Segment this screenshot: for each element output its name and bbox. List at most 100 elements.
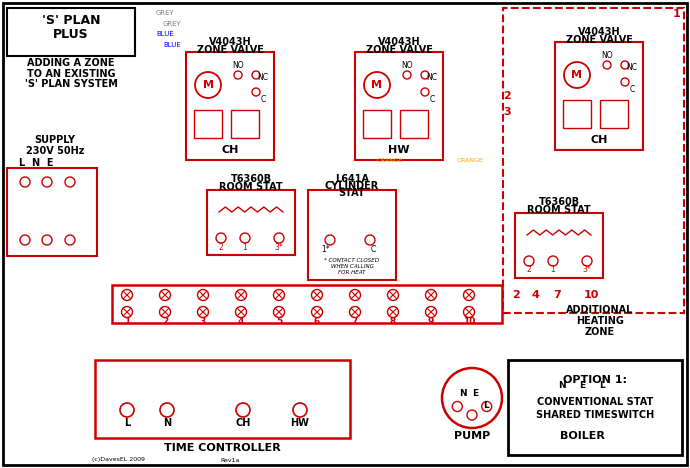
Circle shape	[20, 235, 30, 245]
Text: 10: 10	[583, 290, 599, 300]
Circle shape	[350, 307, 360, 317]
Circle shape	[197, 290, 208, 300]
Circle shape	[596, 400, 608, 412]
Text: NO: NO	[401, 61, 413, 71]
Bar	[7, 8, 135, 56]
Circle shape	[65, 177, 75, 187]
Text: BOILER: BOILER	[560, 431, 604, 441]
Circle shape	[364, 72, 390, 98]
Bar	[231, 110, 259, 138]
Circle shape	[159, 290, 170, 300]
Circle shape	[426, 290, 437, 300]
Text: WHEN CALLING: WHEN CALLING	[331, 264, 373, 270]
Text: CH: CH	[235, 418, 250, 428]
Text: 2: 2	[512, 290, 520, 300]
Text: FOR HEAT: FOR HEAT	[338, 271, 366, 276]
Text: NO: NO	[233, 61, 244, 71]
Bar	[555, 42, 643, 150]
Circle shape	[195, 72, 221, 98]
Text: 8: 8	[390, 317, 396, 327]
Text: 9: 9	[428, 317, 434, 327]
Text: ORANGE: ORANGE	[457, 158, 484, 162]
Text: E: E	[472, 388, 478, 397]
Text: C: C	[629, 85, 635, 94]
Text: 'S' PLAN: 'S' PLAN	[42, 15, 100, 28]
Text: SHARED TIMESWITCH: SHARED TIMESWITCH	[536, 410, 654, 420]
Text: C: C	[371, 246, 375, 255]
Circle shape	[621, 61, 629, 69]
Text: 3*: 3*	[582, 265, 591, 275]
Circle shape	[365, 235, 375, 245]
Text: NC: NC	[426, 73, 437, 82]
Text: NC: NC	[627, 64, 638, 73]
Text: V4043H: V4043H	[578, 27, 620, 37]
Bar	[7, 168, 97, 256]
Circle shape	[273, 307, 284, 317]
Text: 3: 3	[503, 107, 511, 117]
Text: 230V 50Hz: 230V 50Hz	[26, 146, 84, 156]
Text: L  N  E: L N E	[19, 158, 53, 168]
Text: L: L	[483, 402, 489, 410]
Circle shape	[160, 403, 174, 417]
Text: OPTION 1:: OPTION 1:	[563, 375, 627, 385]
Text: ROOM STAT: ROOM STAT	[219, 182, 283, 192]
Text: 4: 4	[531, 290, 539, 300]
Circle shape	[564, 62, 590, 88]
Circle shape	[548, 256, 558, 266]
Bar	[503, 8, 684, 313]
Circle shape	[197, 307, 208, 317]
Text: TIME CONTROLLER: TIME CONTROLLER	[164, 443, 280, 453]
Text: ZONE VALVE: ZONE VALVE	[366, 45, 433, 55]
Circle shape	[273, 290, 284, 300]
Text: L: L	[124, 418, 130, 428]
Circle shape	[235, 307, 246, 317]
Text: TO AN EXISTING: TO AN EXISTING	[27, 69, 115, 79]
Circle shape	[403, 71, 411, 79]
Circle shape	[388, 290, 399, 300]
Circle shape	[252, 88, 260, 96]
Circle shape	[442, 368, 502, 428]
Text: Rev1a: Rev1a	[220, 458, 239, 462]
Text: C: C	[260, 95, 266, 103]
Circle shape	[42, 235, 52, 245]
Circle shape	[274, 233, 284, 243]
Text: ZONE VALVE: ZONE VALVE	[566, 35, 633, 45]
Text: T6360B: T6360B	[230, 174, 272, 184]
Text: CH: CH	[591, 135, 608, 145]
Text: T6360B: T6360B	[538, 197, 580, 207]
Text: ADDING A ZONE: ADDING A ZONE	[27, 58, 115, 68]
Text: 1: 1	[243, 242, 248, 251]
Text: M: M	[371, 80, 382, 90]
Text: CH: CH	[221, 145, 239, 155]
Bar	[515, 213, 603, 278]
Circle shape	[234, 71, 242, 79]
Circle shape	[421, 88, 429, 96]
Text: 1: 1	[551, 265, 555, 275]
Circle shape	[350, 290, 360, 300]
Text: 'S' PLAN SYSTEM: 'S' PLAN SYSTEM	[25, 79, 117, 89]
Circle shape	[464, 290, 475, 300]
Text: E: E	[579, 381, 585, 390]
Text: N: N	[459, 388, 467, 397]
Bar	[550, 368, 615, 426]
Text: 1: 1	[124, 317, 130, 327]
Text: STAT: STAT	[339, 188, 365, 198]
Bar	[112, 285, 502, 323]
Circle shape	[42, 177, 52, 187]
Circle shape	[524, 256, 534, 266]
Text: V4043H: V4043H	[377, 37, 420, 47]
Text: L: L	[599, 381, 605, 390]
Circle shape	[464, 307, 475, 317]
Text: 4: 4	[238, 317, 244, 327]
Text: CYLINDER: CYLINDER	[325, 181, 379, 191]
Circle shape	[311, 290, 322, 300]
Circle shape	[421, 71, 429, 79]
Text: 6: 6	[314, 317, 320, 327]
Text: 2: 2	[162, 317, 168, 327]
Text: HW: HW	[388, 145, 410, 155]
Text: 1*: 1*	[322, 246, 331, 255]
Circle shape	[603, 61, 611, 69]
Text: ZONE: ZONE	[585, 327, 615, 337]
Circle shape	[311, 307, 322, 317]
Circle shape	[240, 233, 250, 243]
